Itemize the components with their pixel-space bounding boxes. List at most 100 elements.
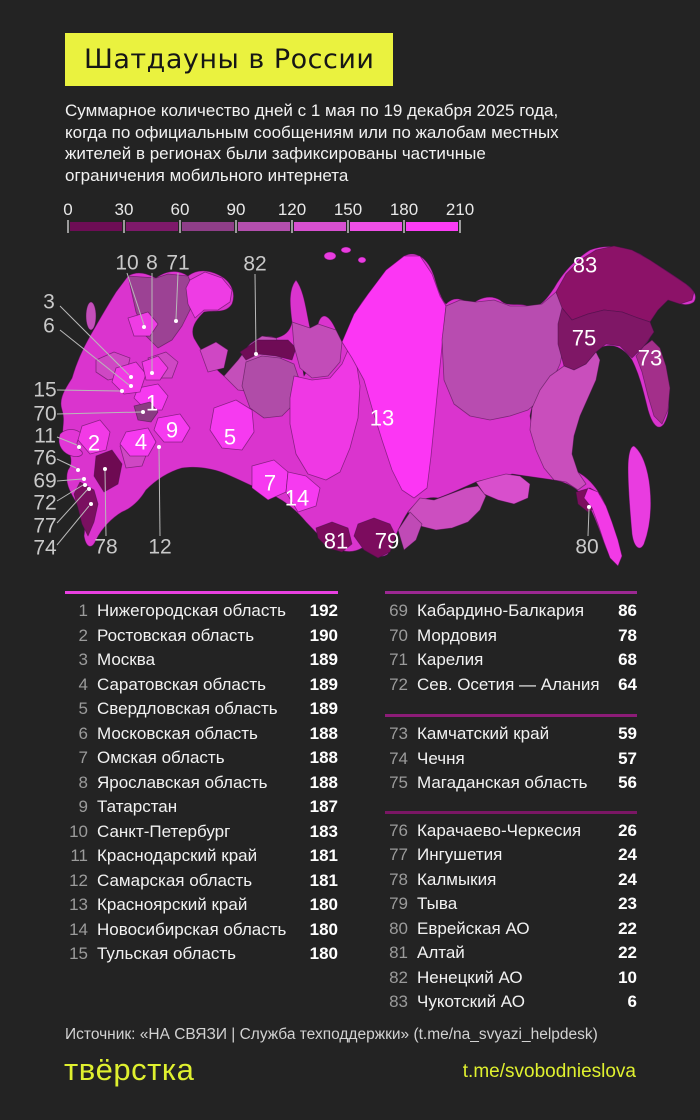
region-rank: 81 [389, 943, 408, 962]
region-rank: 80 [389, 918, 408, 938]
region-days-value: 68 [618, 650, 637, 669]
map-region-tatarstan [153, 413, 191, 443]
legend-tick-label: 0 [63, 200, 73, 219]
map-callout-number: 15 [33, 379, 56, 402]
region-rank: 11 [70, 846, 88, 865]
table-row: 70 Мордовия 78 [385, 624, 637, 649]
callout-line [56, 436, 78, 446]
map-region-khabarovsk [529, 351, 601, 491]
ranking-table-right-column: 69 Кабардино-Балкария 86 70 Мордовия 78 71 Каре… [385, 591, 637, 1015]
table-row: 83 Чукотский АО 6 [385, 990, 637, 1015]
table-row: 7 Омская область 188 [65, 746, 338, 771]
region-days-value: 192 [309, 601, 338, 620]
region-rank: 77 [389, 845, 408, 864]
table-row: 13 Красноярский край 180 [65, 893, 338, 918]
legend-tick-label: 30 [114, 200, 134, 219]
legend-tick-mark [459, 220, 461, 233]
map-region-spb [127, 311, 159, 337]
legend-tick-mark [123, 220, 125, 233]
map-callout-number: 71 [166, 252, 189, 275]
telegram-link[interactable]: t.me/svobodnieslova [462, 1061, 636, 1082]
table-row: 15 Тульская область 180 [65, 942, 338, 967]
callout-line [56, 505, 90, 546]
subtitle: Суммарное количество дней с 1 мая по 19 … [65, 100, 645, 186]
callout-dot [141, 410, 145, 414]
region-name: Краснодарский край [97, 846, 258, 865]
map-region-kalmykia [93, 449, 123, 493]
table-row: 14 Новосибирская область 180 [65, 918, 338, 943]
region-name: Москва [97, 650, 156, 669]
page-title: Шатдауны в России [65, 33, 394, 86]
table-row: 5 Свердловская область 189 [65, 697, 338, 722]
region-days-value: 59 [618, 724, 637, 743]
map-region-number: 79 [375, 529, 399, 554]
callout-dot [83, 483, 87, 487]
map-callout-number: 12 [148, 536, 171, 559]
table-group: 69 Кабардино-Балкария 86 70 Мордовия 78 71 Каре… [385, 591, 637, 697]
region-rank: 1 [78, 601, 88, 620]
region-days-value: 24 [618, 869, 637, 889]
region-name: Санкт-Петербург [97, 821, 231, 841]
map-region-west-siberia [289, 349, 361, 481]
map-region-number: 1 [146, 391, 158, 416]
region-days-value: 187 [309, 797, 338, 816]
region-name: Сев. Осетия — Алания [417, 674, 600, 694]
table-group: 76 Карачаево-Черкесия 26 77 Ингушетия 24 78 Кал… [385, 810, 637, 1015]
map-region-sverdlovsk [209, 399, 255, 451]
map-region-number: 83 [573, 253, 597, 278]
region-rank: 74 [389, 748, 408, 768]
region-rank: 79 [389, 894, 408, 913]
table-row: 3 Москва 189 [65, 648, 338, 673]
region-rank: 7 [78, 748, 88, 767]
region-name: Калмыкия [417, 869, 497, 889]
callout-dot [129, 375, 133, 379]
region-days-value: 22 [618, 943, 637, 962]
table-row: 9 Татарстан 187 [65, 795, 338, 820]
map-callout-number: 76 [33, 447, 56, 470]
region-days-value: 188 [309, 772, 338, 792]
legend-segment [182, 222, 234, 231]
map-region-altai [315, 521, 353, 553]
table-row: 79 Тыва 23 [385, 892, 637, 917]
region-rank: 78 [389, 869, 408, 889]
region-days-value: 26 [618, 820, 637, 840]
callout-line [587, 508, 590, 537]
region-rank: 83 [389, 992, 408, 1011]
region-name: Тыва [417, 894, 458, 913]
legend-segment [350, 222, 402, 231]
table-row: 4 Саратовская область 189 [65, 673, 338, 698]
region-name: Чукотский АО [417, 992, 525, 1011]
callout-line [56, 389, 121, 392]
callout-line [126, 272, 145, 326]
region-rank: 10 [69, 821, 88, 841]
map-region-krasnoyarsk [341, 255, 447, 499]
region-days-value: 23 [618, 894, 637, 913]
region-days-value: 188 [309, 748, 338, 767]
subtitle-line: жителей в регионах были зафиксированы ча… [65, 144, 486, 163]
region-days-value: 181 [309, 846, 338, 865]
region-days-value: 6 [627, 992, 637, 1011]
legend-tick-label: 120 [277, 200, 307, 219]
map-callout-number: 77 [33, 515, 56, 538]
region-days-value: 10 [618, 967, 637, 987]
region-days-value: 24 [618, 845, 637, 864]
map-region-murmansk [185, 271, 233, 319]
region-days-value: 56 [618, 773, 637, 792]
map-region-yamal [291, 321, 343, 379]
subtitle-line: ограничения мобильного интернета [65, 165, 349, 185]
callout-line [254, 273, 257, 353]
map-region [397, 511, 423, 551]
map-island [323, 251, 337, 261]
legend-tick-mark [347, 220, 349, 233]
map-callout-number: 82 [243, 253, 266, 276]
region-name: Саратовская область [97, 674, 266, 694]
callout-dot [120, 389, 124, 393]
table-row: 12 Самарская область 181 [65, 869, 338, 894]
region-name: Камчатский край [417, 724, 550, 743]
map-region-novosibirsk [285, 471, 321, 513]
region-name: Красноярский край [97, 895, 248, 914]
region-name: Омская область [97, 748, 225, 767]
region-days-value: 189 [309, 650, 338, 669]
region-rank: 3 [78, 650, 88, 669]
